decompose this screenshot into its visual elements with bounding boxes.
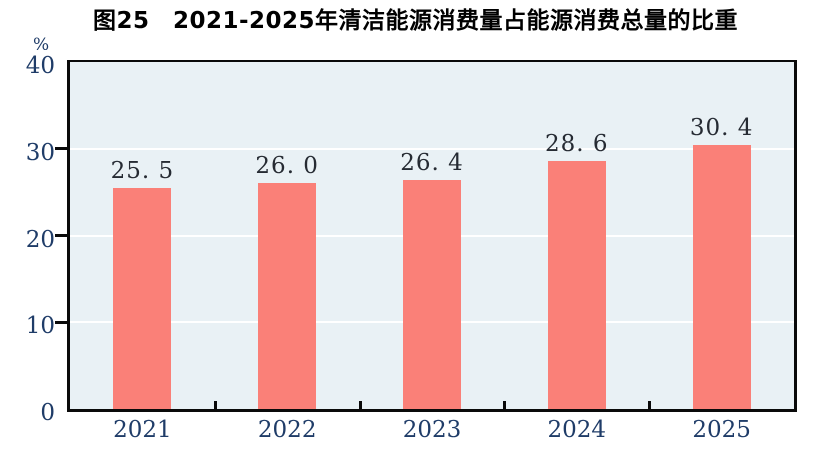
x-axis-label-2023: 2023 [402,417,462,443]
bar-2025 [692,145,751,409]
y-axis-tick [55,147,67,151]
y-axis-label-10: 10 [25,313,55,340]
x-axis-label-2025: 2025 [692,417,751,443]
bar-value-label: 30. 4 [689,115,754,142]
plot-area: 25. 5 26. 0 26. 4 28. 6 30. 4 [67,60,797,412]
x-axis-label-2024: 2024 [547,417,607,443]
y-axis-unit-label: % [33,35,50,55]
y-axis-label-20: 20 [25,226,55,253]
bar-value-label: 28. 6 [545,130,609,157]
y-axis-tick [55,234,67,237]
bar-2022 [258,183,317,409]
bar-value-label: 26. 0 [255,153,319,180]
gridline-30 [70,147,794,150]
chart-title: 图25 2021-2025年清洁能源消费量占能源消费总量的比重 [92,8,739,34]
x-axis-label-2022: 2022 [257,417,317,443]
y-axis-label-0: 0 [40,400,55,426]
bar-2024 [547,160,606,409]
x-axis-tick [213,401,217,409]
bar-value-label: 26. 4 [400,149,464,176]
y-axis-label-30: 30 [25,139,55,166]
x-axis-label-2021: 2021 [113,417,172,443]
bar-2021 [113,187,172,409]
x-axis-tick [503,401,507,409]
y-axis-tick [55,320,67,324]
x-axis-tick [648,401,652,409]
bar-value-label: 25. 5 [110,157,175,184]
y-axis-label-40: 40 [25,53,55,79]
x-axis-tick [358,401,362,409]
bar-2023 [403,179,461,409]
